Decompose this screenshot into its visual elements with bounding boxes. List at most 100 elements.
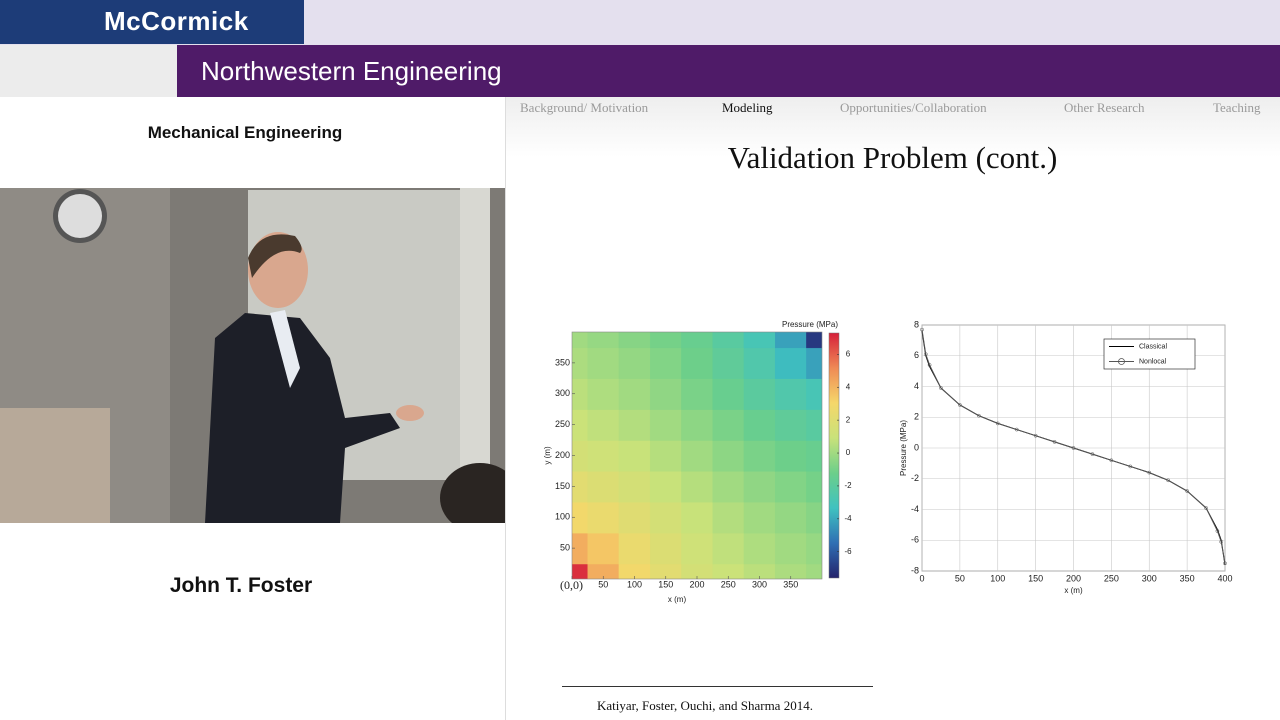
field-cell [806,378,822,410]
x-tick-label: 0 [919,573,924,583]
field-cell [774,501,808,534]
slide-nav: Background/ Motivation Modeling Opportunit… [505,100,1280,118]
banner-title: Northwestern Engineering [201,56,502,86]
x-axis-label: x (m) [1064,586,1083,595]
nav-item[interactable]: Modeling [722,100,773,115]
field-cell [712,439,745,472]
field-cell [681,439,714,472]
x-tick-label: 350 [1180,573,1195,583]
nav-item[interactable]: Other Research [1064,100,1145,115]
x-tick-label: 200 [689,579,704,589]
field-cell [618,532,651,565]
series-marker [1090,452,1095,456]
field-cell [774,470,808,503]
field-cell [649,501,683,534]
field-cell [712,532,745,565]
field-cell [649,347,683,379]
nav-item[interactable]: Background/ Motivation [520,100,649,115]
field-cell [681,470,714,503]
y-tick-label: 0 [914,442,919,452]
series-marker [1109,458,1114,463]
colorbar-label: Pressure (MPa) [782,320,838,329]
field-cell [649,378,683,410]
y-axis-label: Pressure (MPa) [899,420,908,476]
field-cell [587,470,620,503]
field-cell [743,532,776,565]
field-cell [774,409,808,441]
legend-box [1103,338,1196,370]
nav-item[interactable]: Teaching [1213,100,1261,115]
series-marker [1052,440,1057,444]
field-cell [774,532,808,565]
series-marker [939,386,943,390]
field-cell [618,470,651,503]
y-tick-label: -6 [911,535,919,545]
colorbar-tick-label: 2 [846,415,851,424]
x-tick-label: 350 [783,579,798,589]
field-cell [743,378,776,410]
nav-item[interactable]: Opportunities/Collaboration [840,100,987,115]
banner: Northwestern Engineering [177,45,1280,97]
colorbar-tick-label: -2 [844,481,852,490]
field-cell [681,409,714,441]
field-cell [587,409,620,441]
y-tick-label: -4 [911,504,919,514]
legend-marker [1118,358,1125,365]
field-cell [806,470,822,503]
citation-rule [562,686,873,687]
logo-block: McCormick [0,0,304,44]
series-marker [1219,539,1224,544]
y-tick-label: 300 [555,388,570,398]
x-tick-label: (0,0) [560,578,583,592]
video-frame [0,188,505,523]
colorbar [828,332,840,579]
series-marker [995,421,1000,426]
speaker-hand [396,405,424,421]
field-cell [712,470,745,503]
series-marker [1128,464,1133,469]
x-tick-label: 250 [1104,573,1119,583]
field-cell [712,378,745,410]
field-cell [681,532,714,565]
series-marker [927,363,932,367]
field-cell [806,563,822,579]
field-cell [587,501,620,534]
field-cell [743,347,776,379]
series-marker [1166,478,1171,483]
field-cell [806,347,822,379]
series-marker [1185,489,1189,493]
x-tick-label: 400 [1217,573,1232,583]
series-marker [1204,506,1208,510]
series-marker [1215,529,1220,533]
legend-label: Nonlocal [1139,358,1167,365]
colorbar-tick-label: -4 [844,514,852,523]
field-cell [774,378,808,410]
field-cell [587,347,620,379]
x-tick-label: 50 [598,579,608,589]
y-tick-label: 4 [914,381,919,391]
field-cell [743,409,776,441]
field-cell [681,347,714,379]
field-cell [806,501,822,534]
field-cell [712,501,745,534]
field-cell [743,501,776,534]
colorbar-tick-label: 6 [846,349,851,358]
series-marker [958,403,962,407]
speaker-shirt [270,310,300,388]
y-tick-label: -8 [911,565,919,575]
speaker-name: John T. Foster [169,574,313,597]
clock-face [58,194,102,238]
colorbar-tick-label: 0 [846,448,851,457]
field-cell [587,378,620,410]
y-tick-label: 200 [555,450,570,460]
x-tick-label: 150 [658,579,673,589]
podium [0,408,110,523]
x-tick-label: 300 [752,579,767,589]
y-tick-label: 350 [555,357,570,367]
contour-field [572,332,822,579]
field-cell [649,409,683,441]
field-cell [649,470,683,503]
slide-title: Validation Problem (cont.) [727,140,1058,175]
field-cell [618,439,651,472]
